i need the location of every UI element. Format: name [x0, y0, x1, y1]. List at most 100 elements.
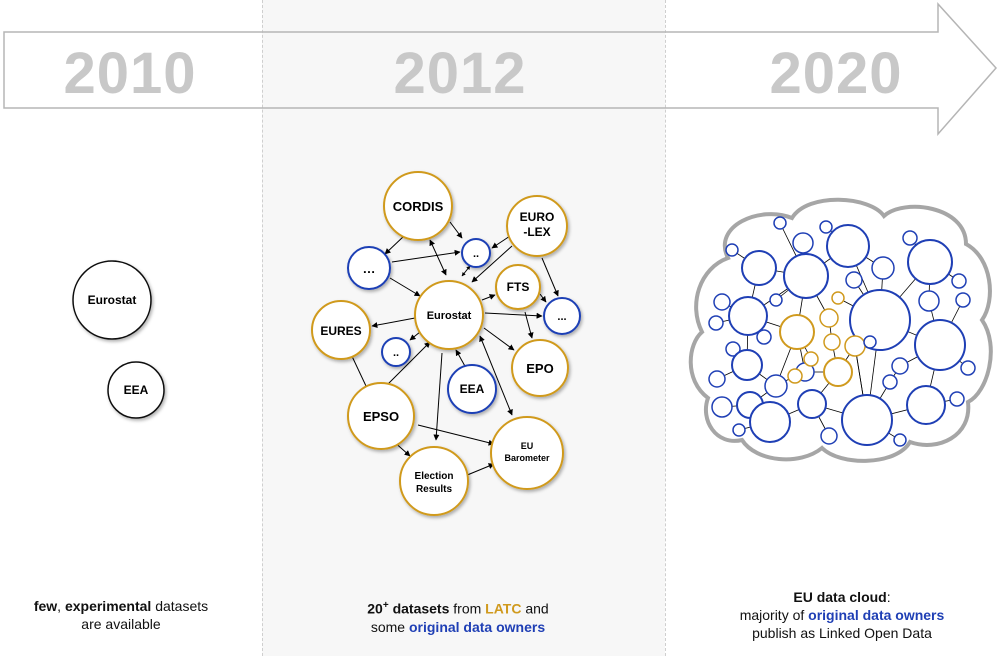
- node-eubarometer-label-2: Barometer: [504, 453, 550, 463]
- cloud-node-owner: [893, 433, 907, 447]
- caption-2020-colon: :: [886, 589, 891, 605]
- edge-cordis-dots1: [384, 235, 405, 255]
- edge-fts-epo: [524, 311, 534, 339]
- cloud-node-owner: [732, 423, 746, 437]
- cloud-node-owner: [841, 394, 893, 446]
- cloud-node-owner: [907, 239, 953, 285]
- cloud-node-latc: [831, 291, 845, 305]
- edge-epso-eubarometer: [417, 424, 495, 446]
- node-eures: [311, 300, 371, 360]
- year-2012: 2012: [393, 41, 527, 106]
- cloud-node-owner: [960, 360, 976, 376]
- node-cordis-label: CORDIS: [393, 199, 444, 214]
- caption-2020-publish: publish as Linked Open Data: [752, 625, 932, 641]
- cloud-node-owner: [713, 293, 731, 311]
- node-epso-label: EPSO: [363, 409, 399, 424]
- node-2010-eurostat: [72, 260, 152, 340]
- cloud-node-latc: [819, 308, 839, 328]
- node-eures-label: EURES: [320, 324, 361, 338]
- caption-2012-sup: +: [382, 600, 389, 611]
- caption-2012-some: some: [370, 618, 409, 635]
- cloud-node-owner: [849, 289, 911, 351]
- node-dots-4-label: ..: [393, 347, 399, 359]
- cloud-node-owner: [783, 253, 829, 299]
- edges-2012: [349, 221, 559, 479]
- cloud-node-latc: [779, 314, 815, 350]
- node-dots-1-label: …: [363, 261, 376, 276]
- node-eurolex: [506, 195, 568, 257]
- caption-2010-experimental: experimental: [64, 598, 152, 614]
- edge-eurostat-eea: [455, 349, 467, 369]
- node-dots-3-label: ...: [557, 311, 566, 323]
- edge-dots2-eurostat: [461, 265, 471, 277]
- node-election-label-2: Results: [416, 484, 453, 495]
- edge-eurolex-dots3: [541, 257, 559, 297]
- node-epo-label: EPO: [526, 361, 553, 376]
- edge-eurostat-eures: [371, 317, 416, 328]
- caption-2020: EU data cloud: majority of original data…: [677, 588, 1000, 642]
- cloud-node-owner: [914, 319, 966, 371]
- divider-right: [665, 0, 666, 656]
- panel-2010-graph: Eurostat EEA: [72, 260, 165, 419]
- node-dots-4: [381, 337, 411, 367]
- cloud-nodes: [708, 216, 976, 447]
- cloud-node-owner: [871, 256, 895, 280]
- node-eurolex-label-1: EURO: [520, 210, 555, 224]
- cloud-node-owner: [951, 273, 967, 289]
- panel-2012-graph: CORDIS EURO -LEX … .. FTS ... Eurostat E…: [311, 171, 581, 516]
- edge-fts-dots3: [539, 293, 547, 303]
- caption-2012-owners: original data owners: [408, 618, 546, 635]
- cloud-node-owner: [728, 296, 768, 336]
- edge-eures-epso: [349, 351, 367, 387]
- node-cordis: [383, 171, 453, 241]
- edge-eurostat-epo: [483, 327, 515, 351]
- caption-2012-num: 20: [367, 600, 383, 617]
- caption-2020-title: EU data cloud: [793, 589, 887, 605]
- cloud-node-owner: [949, 391, 965, 407]
- node-eurolex-label-2: -LEX: [523, 225, 550, 239]
- edge-eurostat-dots3: [484, 312, 543, 319]
- cloud-node-owner: [708, 315, 724, 331]
- node-election-label-1: Election: [415, 471, 454, 482]
- cloud-node-owner: [741, 250, 777, 286]
- node-2010-eurostat-label: Eurostat: [88, 293, 137, 307]
- cloud-node-latc: [803, 351, 819, 367]
- node-fts-label: FTS: [507, 280, 530, 294]
- year-2010: 2010: [63, 41, 197, 106]
- cloud-node-owner: [792, 232, 814, 254]
- caption-2012-from: from: [449, 600, 486, 617]
- edge-cordis-dots2: [449, 221, 463, 239]
- caption-2012-bold: datasets: [388, 600, 450, 617]
- caption-2020-owners: original data owners: [808, 607, 945, 623]
- cloud-node-owner: [819, 220, 833, 234]
- node-dots-2: [461, 238, 491, 268]
- cloud-node-owner: [845, 271, 863, 289]
- cloud-node-owner: [902, 230, 918, 246]
- node-eurostat-label: Eurostat: [427, 310, 472, 322]
- edge-epso-eurostat: [387, 341, 431, 385]
- cloud-node-owner: [906, 385, 946, 425]
- cloud-node-owner: [756, 329, 772, 345]
- node-eubarometer: [490, 416, 564, 490]
- cloud-node-owner: [725, 341, 741, 357]
- node-dots-3: [543, 297, 581, 335]
- cloud-node-owner: [731, 349, 763, 381]
- node-dots-1: [347, 246, 391, 290]
- node-eea-label: EEA: [460, 382, 485, 396]
- node-2010-eea-label: EEA: [124, 383, 149, 397]
- caption-2012-latc: LATC: [485, 600, 522, 617]
- cloud-node-latc: [823, 357, 853, 387]
- cloud-node-owner: [882, 374, 898, 390]
- edge-cordis-eurostat: [429, 239, 447, 276]
- cloud-node-owner: [863, 335, 877, 349]
- node-2010-eea: [107, 361, 165, 419]
- caption-2020-majority: majority of: [739, 607, 809, 623]
- caption-2010-few: few: [33, 598, 58, 614]
- caption-2010: few, experimental datasets are available: [0, 597, 286, 633]
- node-election: [399, 446, 469, 516]
- cloud-node-latc: [787, 368, 803, 384]
- edge-eurostat-fts: [481, 294, 496, 301]
- cloud-node-owner: [918, 290, 940, 312]
- node-fts: [495, 264, 541, 310]
